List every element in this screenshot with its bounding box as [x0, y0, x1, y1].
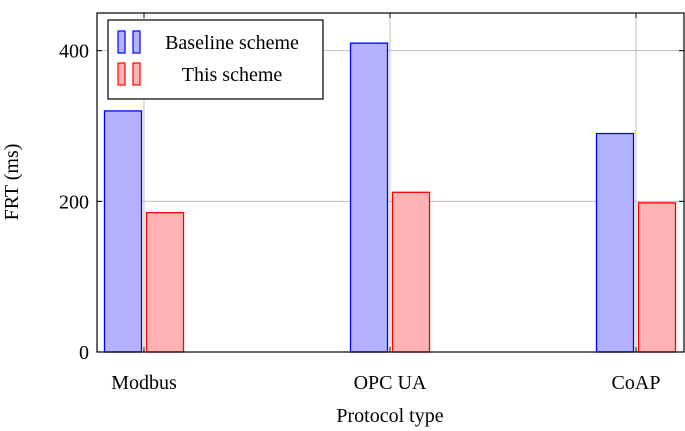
- legend-box: [107, 19, 324, 100]
- x-axis-ticks: Modbus OPC UA CoAP: [111, 13, 660, 394]
- y-tick-label: 200: [59, 191, 89, 213]
- x-tick-label: OPC UA: [354, 372, 427, 394]
- x-axis-label: Protocol type: [336, 405, 443, 427]
- y-tick-label: 400: [59, 41, 89, 63]
- x-tick-label: CoAP: [612, 372, 661, 394]
- legend: Baseline scheme This scheme: [107, 19, 324, 100]
- legend-swatch: [117, 30, 126, 54]
- bar: [145, 211, 185, 353]
- legend-swatch: [132, 30, 141, 54]
- bar: [103, 110, 143, 353]
- bar: [637, 202, 677, 353]
- bars: [103, 42, 677, 353]
- bar: [595, 132, 635, 353]
- bar: [391, 191, 431, 353]
- x-tick-label: Modbus: [111, 372, 177, 394]
- bar: [349, 42, 389, 353]
- y-axis-label: FRT (ms): [1, 144, 23, 221]
- legend-label: Baseline scheme: [165, 32, 299, 54]
- legend-label: This scheme: [182, 64, 283, 86]
- legend-swatch: [117, 62, 126, 86]
- y-axis-ticks: 0 200 400: [59, 41, 684, 364]
- legend-swatch: [132, 62, 141, 86]
- y-tick-label: 0: [79, 342, 89, 364]
